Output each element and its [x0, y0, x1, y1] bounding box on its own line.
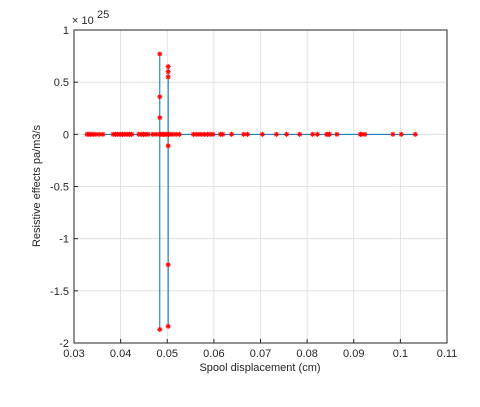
y-tick-label: 0: [63, 129, 69, 141]
data-point: [398, 131, 404, 137]
data-point: [362, 131, 368, 137]
data-point: [334, 131, 340, 137]
y-tick-label: -0.5: [50, 182, 69, 194]
data-point: [157, 326, 163, 333]
x-tick-label: 0.1: [393, 348, 408, 360]
data-point: [100, 131, 106, 137]
y-tick-label: 0.5: [54, 77, 69, 89]
x-tick-label: 0.06: [203, 348, 224, 360]
data-point: [326, 131, 333, 137]
data-point: [173, 131, 179, 137]
data-point: [165, 74, 171, 80]
data-point: [170, 131, 176, 137]
y-scale-exponent-base: × 10: [72, 15, 94, 27]
data-point: [297, 131, 303, 137]
data-point: [129, 131, 135, 137]
data-point: [314, 131, 320, 137]
x-tick-label: 0.09: [343, 348, 364, 360]
x-tick-label: 0.04: [110, 348, 131, 360]
y-tick-label: -1.5: [50, 286, 69, 298]
data-point: [273, 131, 279, 137]
y-axis-ticks: 1 0.5 0 -0.5 -1 -1.5 -2: [50, 25, 78, 350]
data-point: [259, 131, 265, 137]
x-tick-label: 0.03: [63, 348, 84, 360]
data-markers: [84, 51, 418, 333]
data-point: [157, 51, 163, 57]
data-point: [390, 131, 396, 137]
data-point: [228, 131, 235, 137]
data-point: [412, 131, 418, 137]
data-point: [220, 131, 226, 137]
y-tick-label: -2: [59, 338, 69, 350]
data-point: [165, 69, 171, 75]
data-point: [157, 94, 163, 100]
data-point: [165, 323, 171, 329]
data-point: [93, 131, 99, 137]
data-point: [165, 262, 171, 268]
x-tick-label: 0.07: [250, 348, 271, 360]
data-point: [310, 131, 316, 137]
data-point: [157, 115, 163, 121]
x-tick-label: 0.05: [157, 348, 178, 360]
x-axis-ticks: 0.03 0.04 0.05 0.06 0.07 0.08 0.09 0.1 0.11: [63, 339, 457, 360]
x-axis-label: Spool displacement (cm): [199, 362, 320, 374]
data-point: [244, 131, 251, 137]
data-point: [145, 131, 151, 137]
data-point: [165, 143, 171, 149]
y-axis-label: Resistive effects pa/m3/s: [31, 124, 43, 247]
data-point: [165, 63, 171, 70]
data-point: [284, 131, 290, 137]
y-scale-exponent-power: 25: [97, 9, 109, 21]
data-point: [176, 131, 182, 137]
x-tick-label: 0.11: [437, 348, 458, 360]
y-tick-label: 1: [63, 25, 69, 37]
data-point: [210, 131, 216, 137]
x-tick-label: 0.08: [296, 348, 317, 360]
y-tick-label: -1: [59, 234, 69, 246]
